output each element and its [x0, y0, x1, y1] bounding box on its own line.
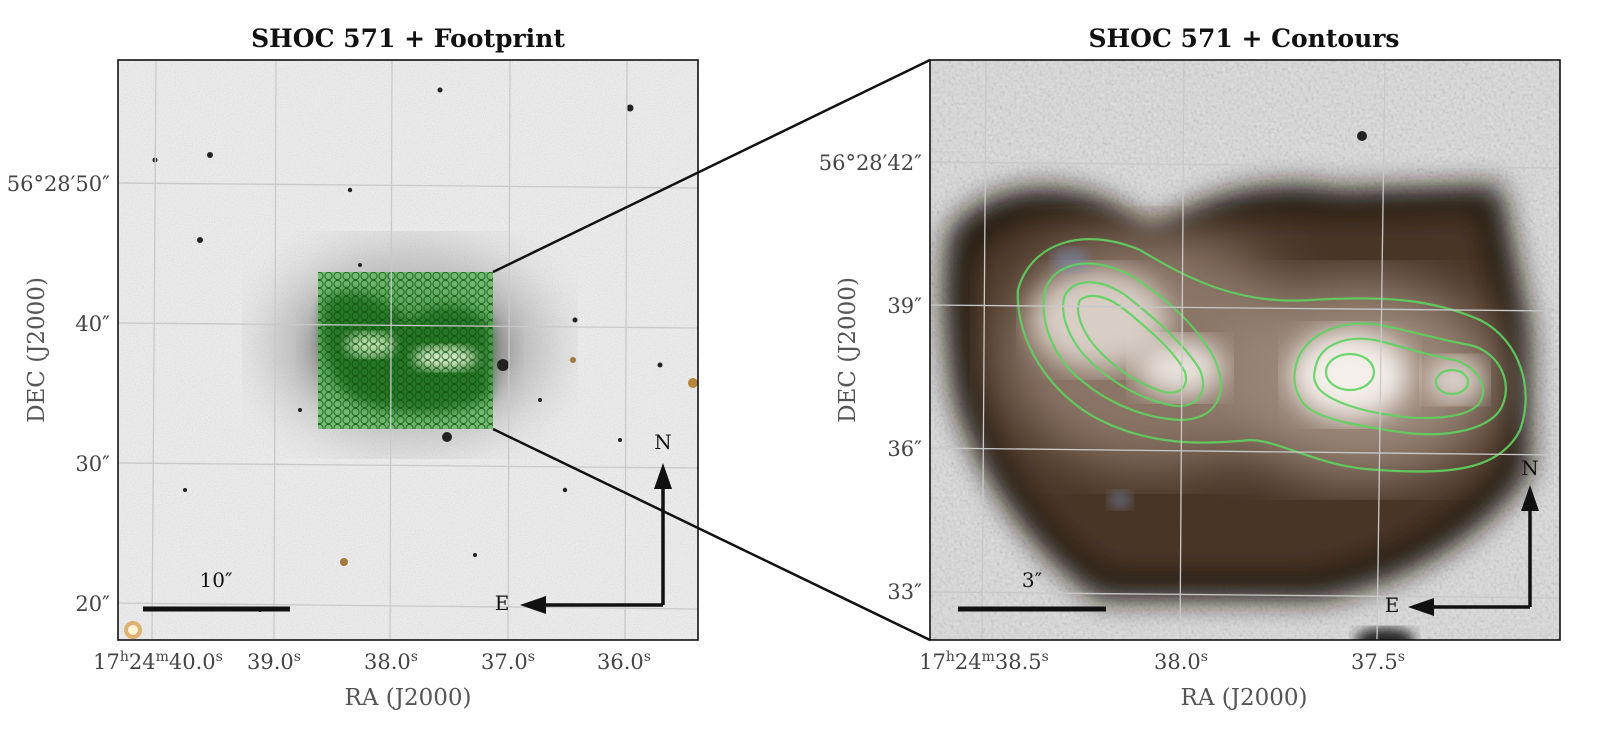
right-compass: N E — [1385, 456, 1539, 617]
left-scale-bar-label: 10″ — [200, 568, 233, 592]
left-ra-tick: 38.0s — [364, 649, 418, 674]
left-dec-tick: 30″ — [75, 452, 110, 476]
right-ra-ticks: 17h24m38.5s 38.0s 37.5s — [919, 649, 1405, 674]
right-dec-tick: 56°28′42″ — [819, 151, 922, 175]
left-ra-tick: 36.0s — [597, 649, 651, 674]
left-xlabel: RA (J2000) — [345, 685, 472, 711]
left-compass-north: N — [654, 430, 672, 454]
right-dec-tick: 39″ — [887, 294, 922, 318]
right-xlabel: RA (J2000) — [1181, 685, 1308, 711]
right-ra-tick: 38.0s — [1154, 649, 1208, 674]
right-ra-tick: 17h24m38.5s — [919, 649, 1049, 674]
zoom-connectors — [492, 58, 931, 642]
right-scale-bar-label: 3″ — [1022, 568, 1042, 592]
right-panel-title: SHOC 571 + Contours — [1089, 24, 1400, 53]
right-grid — [930, 60, 1560, 640]
left-panel-title: SHOC 571 + Footprint — [251, 24, 565, 53]
left-compass-east: E — [495, 591, 510, 615]
left-ra-tick: 37.0s — [481, 649, 535, 674]
left-dec-ticks: 56°28′50″ 40″ 30″ 20″ — [7, 172, 110, 616]
left-ylabel: DEC (J2000) — [24, 277, 50, 423]
right-compass-north: N — [1521, 456, 1539, 480]
right-dec-tick: 36″ — [887, 437, 922, 461]
left-grid — [118, 60, 698, 640]
right-image: 3″ N E — [930, 60, 1560, 640]
right-ylabel: DEC (J2000) — [835, 277, 861, 423]
left-frame — [117, 59, 699, 641]
left-dec-tick: 56°28′50″ — [7, 172, 110, 196]
right-panel: SHOC 571 + Contours — [819, 24, 1561, 711]
left-ra-ticks: 17h24m40.0s 39.0s 38.0s 37.0s 36.0s — [93, 649, 651, 674]
right-ra-tick: 37.5s — [1351, 649, 1405, 674]
left-compass: N E — [495, 430, 672, 615]
left-image: 10″ N E — [118, 60, 698, 640]
right-dec-tick: 33″ — [887, 580, 922, 604]
left-dec-tick: 40″ — [75, 312, 110, 336]
right-frame — [929, 59, 1561, 641]
ifu-footprint — [318, 272, 493, 429]
left-dec-tick: 20″ — [75, 592, 110, 616]
contours — [1016, 238, 1527, 473]
left-ra-tick: 39.0s — [247, 649, 301, 674]
left-ra-tick: 17h24m40.0s — [93, 649, 223, 674]
left-panel: SHOC 571 + Footprint — [7, 24, 699, 711]
right-dec-ticks: 56°28′42″ 39″ 36″ 33″ — [819, 151, 922, 604]
right-compass-east: E — [1385, 593, 1400, 617]
